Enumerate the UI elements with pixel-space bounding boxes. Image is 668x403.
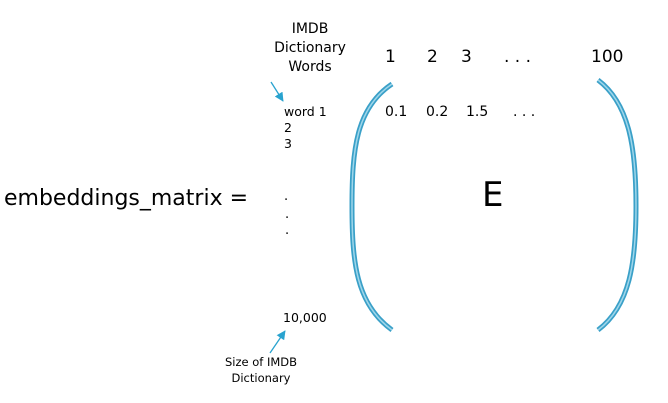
dictionary-words-label-line: Dictionary — [274, 40, 346, 56]
row-label-word-1: word 1 — [284, 104, 327, 119]
dictionary-size-label-line: Dictionary — [231, 371, 291, 385]
matrix-value-ellipsis: . . . — [513, 104, 536, 120]
column-ellipsis: . . . — [504, 47, 532, 67]
row-ellipsis-dot: . — [284, 189, 289, 204]
arrow-to-10000 — [269, 330, 286, 354]
row-ellipsis-dot: . — [285, 223, 290, 238]
matrix-value: 0.1 — [385, 104, 408, 120]
dictionary-size-label-line: Size of IMDB — [224, 355, 298, 369]
row-ellipsis-dot: . — [285, 207, 290, 222]
dictionary-words-label-line: Words — [288, 59, 332, 75]
dictionary-size-label: Size of IMDB Dictionary — [196, 354, 326, 386]
arrow-to-word-1 — [270, 81, 284, 102]
left-bracket-highlight — [351, 83, 393, 331]
row-label-10000: 10,000 — [283, 310, 327, 325]
column-index: 100 — [591, 47, 624, 67]
row-label-3: 3 — [284, 136, 292, 151]
column-index: 3 — [461, 47, 472, 67]
right-bracket-highlight — [597, 79, 637, 331]
matrix-value: 0.2 — [426, 104, 449, 120]
dictionary-words-label: IMDB Dictionary Words — [258, 20, 362, 77]
left-bracket — [349, 81, 394, 333]
row-label-2: 2 — [284, 120, 292, 135]
dictionary-words-label-line: IMDB — [291, 21, 329, 37]
matrix-name: E — [482, 175, 504, 215]
right-bracket — [596, 78, 639, 332]
equation-label: embeddings_matrix = — [4, 186, 249, 211]
column-index: 1 — [385, 47, 396, 67]
matrix-value: 1.5 — [466, 104, 489, 120]
column-index: 2 — [427, 47, 438, 67]
